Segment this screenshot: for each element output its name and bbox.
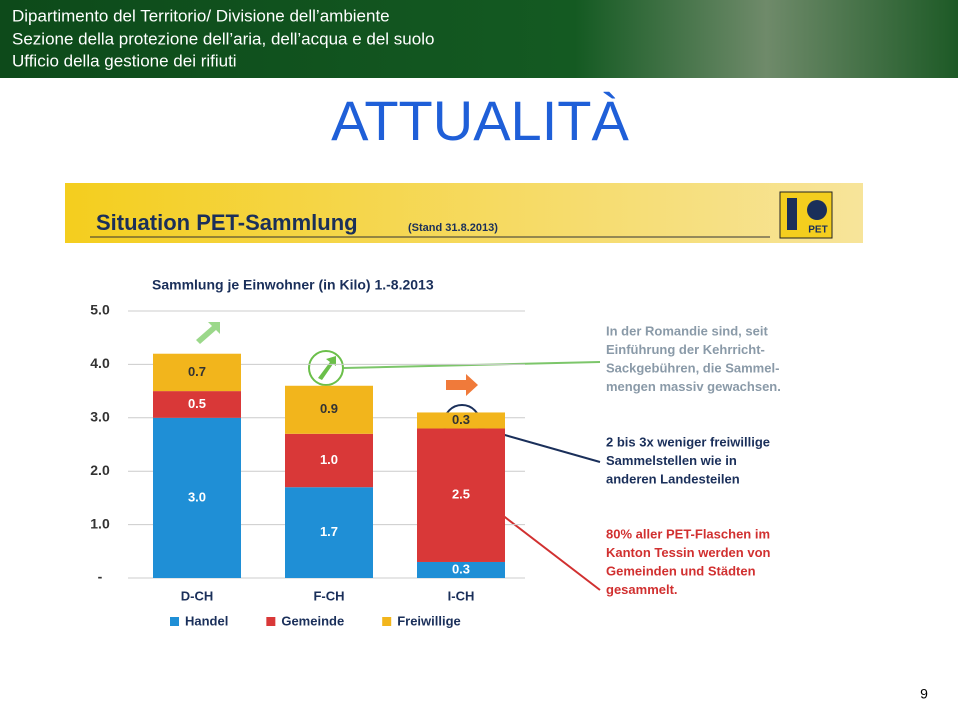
y-tick-label: 5.0	[90, 302, 110, 318]
value-label: 0.3	[452, 561, 470, 576]
connector	[343, 361, 601, 369]
legend-label: Freiwillige	[397, 613, 461, 628]
value-label: 1.7	[320, 524, 338, 539]
value-label: 0.9	[320, 401, 338, 416]
arrow	[318, 356, 336, 380]
slide-title: ATTUALITÀ	[331, 89, 629, 152]
legend-label: Handel	[185, 613, 228, 628]
y-tick-label: -	[98, 569, 103, 585]
banner-stand: (Stand 31.8.2013)	[408, 222, 498, 234]
annotation-line: Gemeinden und Städten	[606, 563, 756, 578]
annotation-line: 2 bis 3x weniger freiwillige	[606, 434, 770, 449]
logo-circle	[807, 200, 827, 220]
header-line: Ufficio della gestione dei rifiuti	[12, 51, 237, 70]
legend-swatch	[382, 617, 392, 626]
arrow	[446, 374, 478, 396]
logo-text: PET	[808, 225, 827, 236]
x-tick-label: F-CH	[313, 588, 344, 603]
annotation-line: 80% aller PET-Flaschen im	[606, 526, 770, 541]
x-tick-label: I-CH	[448, 588, 475, 603]
annotation-line: Sackgebühren, die Sammel-	[606, 360, 779, 375]
annotation-line: mengen massiv gewachsen.	[606, 379, 781, 394]
chart-title: Sammlung je Einwohner (in Kilo) 1.-8.201…	[152, 277, 434, 293]
y-tick-label: 3.0	[90, 409, 110, 425]
annotation-line: gesammelt.	[606, 582, 678, 597]
value-label: 3.0	[188, 489, 206, 504]
y-tick-label: 4.0	[90, 355, 110, 371]
bar-segment	[285, 385, 373, 434]
logo-bottle	[787, 198, 797, 230]
legend-swatch	[266, 617, 276, 626]
banner-title: Situation PET-Sammlung	[96, 210, 358, 235]
legend-label: Gemeinde	[281, 613, 344, 628]
arrow-ring	[308, 350, 344, 386]
bar-segment	[417, 412, 505, 429]
y-tick-label: 1.0	[90, 515, 110, 531]
value-label: 0.7	[188, 364, 206, 379]
arrow	[196, 322, 220, 344]
annotation-line: Sammelstellen wie in	[606, 453, 737, 468]
x-tick-label: D-CH	[181, 588, 214, 603]
value-label: 0.3	[452, 412, 470, 427]
legend-swatch	[170, 617, 179, 626]
header-line: Dipartimento del Territorio/ Divisione d…	[12, 6, 390, 25]
header-band	[0, 0, 958, 78]
page-number: 9	[920, 686, 928, 701]
banner	[65, 183, 863, 243]
annotation-line: anderen Landesteilen	[606, 471, 740, 486]
value-label: 2.5	[452, 487, 470, 502]
value-label: 1.0	[320, 452, 338, 467]
bar-segment	[153, 391, 241, 418]
annotation-line: In der Romandie sind, seit	[606, 323, 768, 338]
bar-segment	[285, 487, 373, 578]
y-tick-label: 2.0	[90, 462, 110, 478]
value-label: 0.5	[188, 396, 206, 411]
annotation-line: Einführung der Kehrricht-	[606, 342, 765, 357]
header-line: Sezione della protezione dell’aria, dell…	[12, 29, 434, 48]
bar-segment	[417, 428, 505, 562]
bar-segment	[153, 353, 241, 392]
bar-segment	[417, 561, 505, 578]
bar-segment	[285, 433, 373, 488]
annotation-line: Kanton Tessin werden von	[606, 545, 771, 560]
bar-segment	[153, 417, 241, 578]
